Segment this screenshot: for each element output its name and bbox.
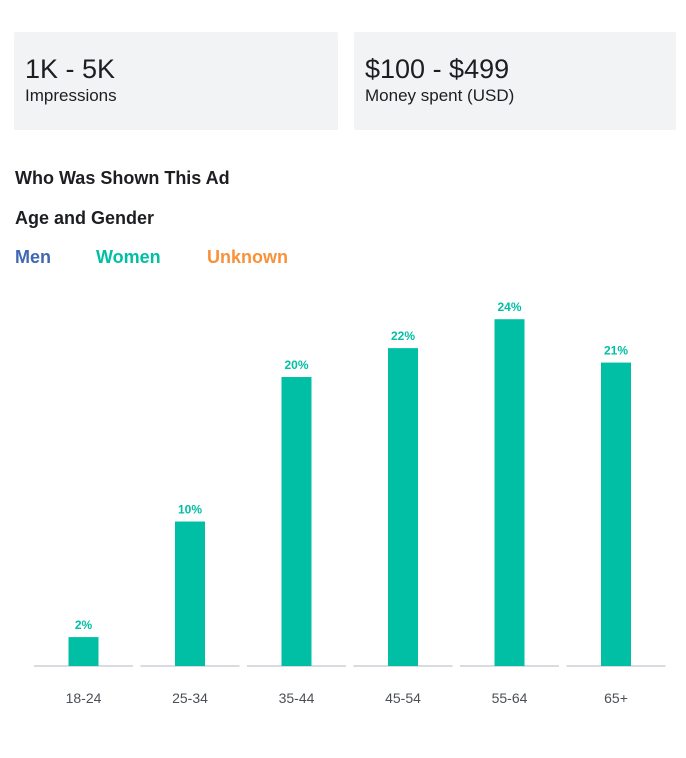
x-tick-label-25-34: 25-34 [172,690,208,706]
chart-legend: Men Women Unknown [15,247,288,268]
money-spent-value: $100 - $499 [365,54,510,84]
legend-unknown[interactable]: Unknown [207,247,288,267]
data-label-45-54: 22% [391,329,415,343]
bar-women-65+[interactable] [601,362,631,666]
bar-women-35-44[interactable] [281,377,312,666]
legend-men[interactable]: Men [15,247,51,267]
data-label-65+: 21% [604,344,628,358]
age-gender-bar-chart: 2% 18-24 10% 25-34 20% 35-44 22% 45-54 24% 55-64 2… [34,300,666,706]
x-tick-label-55-64: 55-64 [492,690,528,706]
impressions-value: 1K - 5K [25,54,116,84]
impressions-card: 1K - 5K Impressions [14,32,338,130]
age-gender-title: Age and Gender [15,208,155,228]
data-label-18-24: 2% [75,618,93,632]
money-spent-label: Money spent (USD) [365,86,515,105]
bar-women-25-34[interactable] [175,521,205,666]
section-title: Who Was Shown This Ad [15,168,230,188]
impressions-label: Impressions [25,86,117,105]
legend-women[interactable]: Women [96,247,161,267]
bar-women-55-64[interactable] [494,319,525,666]
data-label-55-64: 24% [497,300,521,314]
data-label-35-44: 20% [284,358,308,372]
x-tick-label-18-24: 18-24 [66,690,102,706]
bar-women-18-24[interactable] [68,637,99,666]
x-tick-label-45-54: 45-54 [385,690,421,706]
data-label-25-34: 10% [178,503,202,517]
x-tick-label-65+: 65+ [604,690,628,706]
x-tick-label-35-44: 35-44 [279,690,315,706]
bar-women-45-54[interactable] [388,348,418,666]
money-spent-card: $100 - $499 Money spent (USD) [354,32,676,130]
